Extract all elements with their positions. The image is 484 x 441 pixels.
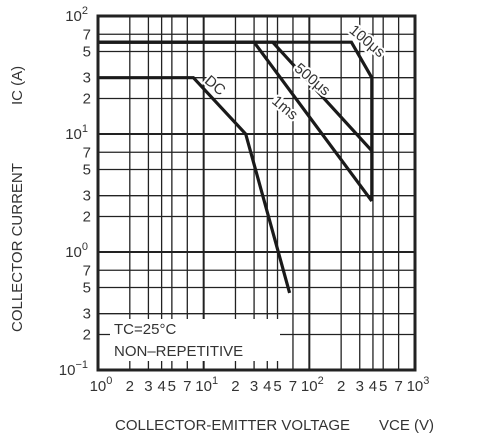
x-tick-label: 5	[273, 378, 281, 395]
y-tick-label: 100	[65, 241, 88, 261]
x-tick-label: 7	[183, 378, 191, 395]
y-tick-label: 3	[83, 306, 91, 323]
x-tick-label: 3	[144, 378, 152, 395]
x-tick-label: 5	[379, 378, 387, 395]
x-tick-label: 3	[250, 378, 258, 395]
y-tick-label: 7	[83, 262, 91, 279]
x-tick-label: 2	[337, 378, 345, 395]
series-lines	[98, 40, 374, 294]
y-tick-label: 5	[83, 162, 91, 179]
x-tick-label: 2	[126, 378, 134, 395]
x-tick-label: 7	[289, 378, 297, 395]
series-line-dc	[98, 76, 292, 294]
y-tick-label: 7	[83, 144, 91, 161]
x-tick-label: 7	[394, 378, 402, 395]
y-tick-label: 102	[65, 5, 88, 25]
y-tick-label: 2	[83, 326, 91, 343]
y-tick-label: 7	[83, 26, 91, 43]
series-label-500s: 500μs	[291, 60, 333, 99]
y-tick-label: 10−1	[59, 359, 88, 379]
x-tick-label: 101	[195, 375, 218, 395]
y-tick-label: 5	[83, 44, 91, 61]
x-tick-label: 4	[369, 378, 377, 395]
annotation-mode: NON–REPETITIVE	[114, 343, 243, 360]
grid	[97, 15, 416, 371]
x-tick-label: 103	[407, 375, 430, 395]
x-tick-label: 4	[157, 378, 165, 395]
x-axis-symbol: VCE (V)	[379, 417, 434, 434]
y-tick-label: 2	[83, 208, 91, 225]
y-tick-label: 2	[83, 90, 91, 107]
plot-frame	[96, 14, 417, 372]
x-tick-label: 4	[263, 378, 271, 395]
y-axis-label: COLLECTOR CURRENT	[9, 163, 26, 332]
y-tick-label: 3	[83, 70, 91, 87]
y-tick-label: 101	[65, 123, 88, 143]
annotation-temperature: TC=25°C	[114, 321, 176, 338]
x-tick-label: 2	[231, 378, 239, 395]
y-tick-label: 3	[83, 188, 91, 205]
y-axis-symbol: IC (A)	[9, 66, 26, 105]
x-tick-label: 5	[168, 378, 176, 395]
series-line-100s	[98, 40, 374, 202]
x-axis-label: COLLECTOR-EMITTER VOLTAGE	[115, 417, 350, 434]
x-tick-label: 100	[90, 375, 113, 395]
x-tick-labels: 100 2 3 4 5 7 101 2 3 4 5 7 102 2 3 4 5 7 103	[90, 375, 430, 395]
x-tick-label: 102	[301, 375, 324, 395]
y-tick-label: 5	[83, 280, 91, 297]
series-label-dc: DC	[201, 72, 229, 99]
x-tick-label: 3	[356, 378, 364, 395]
annotation-box: TC=25°C NON–REPETITIVE	[110, 319, 280, 361]
